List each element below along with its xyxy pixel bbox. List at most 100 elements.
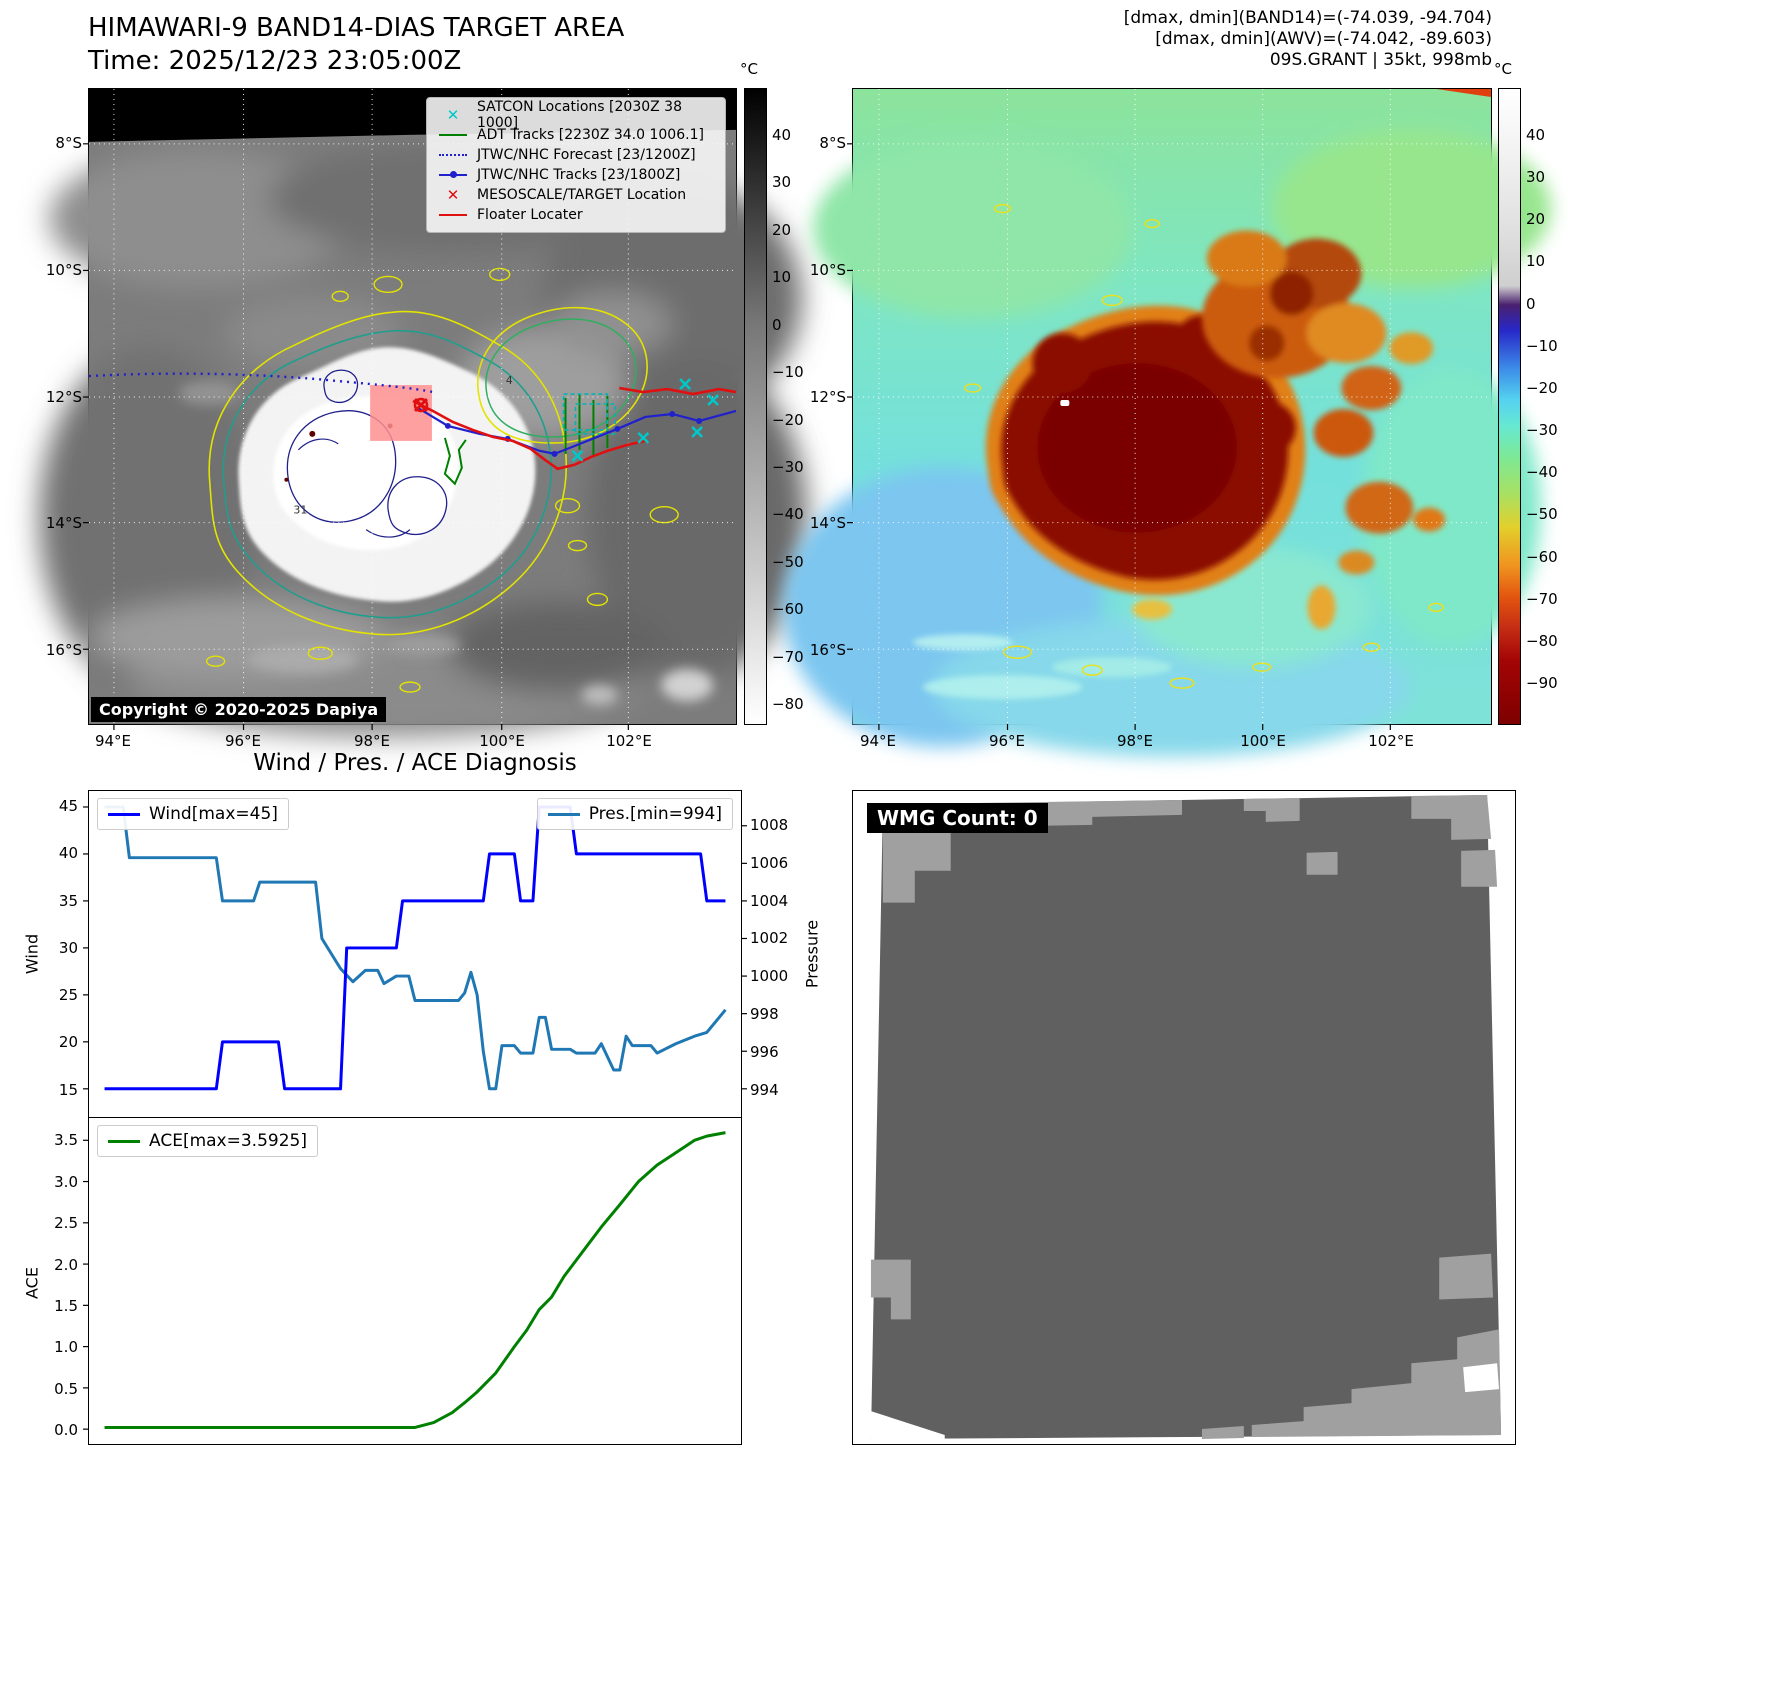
lon-tick-label: 94°E xyxy=(859,732,897,750)
legend-item-label: SATCON Locations [2030Z 38 1000] xyxy=(477,99,682,131)
page-timestamp: Time: 2025/12/23 23:05:00Z xyxy=(88,46,462,76)
lat-tick-label: 12°S xyxy=(809,388,846,406)
forecast-dotted-line-icon xyxy=(439,154,467,156)
pressure-ytick-label: 994 xyxy=(750,1080,779,1099)
ace-ytick-label: 3.5 xyxy=(54,1131,78,1150)
pressure-ytick-label: 1002 xyxy=(750,929,789,948)
ace-line-icon xyxy=(108,1139,140,1143)
pressure-legend-label: Pres.[min=994] xyxy=(588,804,722,824)
colorbar-tick-label: −80 xyxy=(772,695,804,714)
colorbar-tick-label: −70 xyxy=(1526,589,1558,608)
band14-title-block: HIMAWARI-9 BAND14-DIAS TARGET AREA Time:… xyxy=(88,12,624,78)
colorbar-tick-label: 40 xyxy=(772,126,792,144)
legend-item-forecast: JTWC/NHC Forecast [23/1200Z] xyxy=(437,145,715,165)
colorbar-tick-label: −10 xyxy=(772,363,804,382)
page-title: HIMAWARI-9 BAND14-DIAS TARGET AREA xyxy=(88,13,625,43)
legend-item-target: ✕ MESOSCALE/TARGET Location xyxy=(437,185,715,205)
awv-colorbar-unit: °C xyxy=(1494,60,1512,78)
axis-tick-marks xyxy=(83,143,629,730)
colorbar-tick-label: 30 xyxy=(772,173,792,192)
colorbar-tick-label: −30 xyxy=(772,457,804,476)
gridlines xyxy=(853,89,1491,724)
ace-ytick-label: 1.0 xyxy=(54,1338,78,1357)
edge-artifact xyxy=(1436,89,1491,97)
colorbar-tick-label: 40 xyxy=(1526,126,1546,144)
wind-legend: Wind[max=45] xyxy=(97,798,289,830)
colorbar-tick-label: 10 xyxy=(1526,252,1546,271)
lat-tick-label: 16°S xyxy=(809,641,846,659)
warmest-pixel-marker xyxy=(1060,400,1070,407)
jtwc-forecast-line xyxy=(88,372,434,394)
ace-series-line xyxy=(104,1131,726,1429)
pressure-legend: Pres.[min=994] xyxy=(536,798,733,830)
adt-track-line-icon xyxy=(439,134,467,136)
diagnosis-title: Wind / Pres. / ACE Diagnosis xyxy=(253,750,577,776)
floater-track xyxy=(412,386,737,471)
wind-pressure-plot-area xyxy=(83,805,747,1091)
wind-ytick-label: 45 xyxy=(58,797,78,816)
colorbar-tick-label: 0 xyxy=(1526,294,1536,313)
outer-convection-blobs xyxy=(1132,408,1446,630)
lon-tick-label: 100°E xyxy=(1240,732,1286,750)
awv-satellite-image xyxy=(783,88,1551,757)
jtwc-track-dot-icon xyxy=(449,171,457,178)
lon-tick-label: 100°E xyxy=(479,732,525,750)
lat-tick-label: 14°S xyxy=(809,514,846,532)
lat-tick-label: 10°S xyxy=(809,261,846,279)
colorbar-tick-label: −50 xyxy=(772,552,804,571)
wind-ytick-label: 25 xyxy=(58,986,78,1005)
pressure-axis-label: Pressure xyxy=(802,919,822,989)
ace-legend: ACE[max=3.5925] xyxy=(97,1125,318,1157)
floater-line-icon xyxy=(439,214,467,216)
band14-colorbar-unit: °C xyxy=(740,60,758,78)
pressure-line-icon xyxy=(547,812,580,816)
cold-cloud-core xyxy=(1001,315,1296,580)
contour-label: 4 xyxy=(506,374,513,387)
lon-tick-label: 102°E xyxy=(1368,732,1414,750)
colorbar-tick-label: −40 xyxy=(1526,463,1558,482)
wind-ytick-label: 15 xyxy=(58,1080,78,1099)
lat-tick-label: 14°S xyxy=(45,514,82,532)
colorbar-tick-label: −30 xyxy=(1526,421,1558,440)
legend-item-label: JTWC/NHC Forecast [23/1200Z] xyxy=(477,147,696,163)
pressure-ytick-label: 996 xyxy=(750,1042,779,1061)
colorbar-tick-label: −60 xyxy=(772,600,804,619)
ace-ytick-label: 0.5 xyxy=(54,1379,78,1398)
axis-tick-marks xyxy=(847,143,1391,730)
colorbar-tick-label: −70 xyxy=(772,647,804,666)
colorbar-tick-label: −20 xyxy=(1526,378,1558,397)
lon-tick-label: 96°E xyxy=(224,732,262,750)
wmg-microwave-panel: WMG Count: 0 xyxy=(852,790,1516,1445)
jtwc-track xyxy=(417,407,737,457)
gridlines xyxy=(89,89,736,724)
wmg-swath xyxy=(870,794,1502,1440)
colorbar-tick-label: −20 xyxy=(772,410,804,429)
ace-plot-area xyxy=(83,1131,726,1430)
lon-tick-label: 98°E xyxy=(353,732,391,750)
lat-tick-label: 12°S xyxy=(45,388,82,406)
ace-ytick-label: 0.0 xyxy=(54,1421,78,1440)
ace-chart: ACE[max=3.5925] xyxy=(83,1118,742,1445)
legend-item-label: MESOSCALE/TARGET Location xyxy=(477,187,687,203)
copyright-badge: Copyright © 2020-2025 Dapiya xyxy=(91,697,387,722)
lon-tick-label: 94°E xyxy=(94,732,132,750)
wind-series-line xyxy=(104,805,726,1091)
colorbar-tick-label: 0 xyxy=(772,315,782,334)
wind-ytick-label: 30 xyxy=(58,938,78,957)
lat-tick-label: 8°S xyxy=(819,134,846,152)
legend-item-label: Floater Locater xyxy=(477,207,583,223)
lon-tick-label: 102°E xyxy=(606,732,652,750)
pressure-ytick-label: 1000 xyxy=(750,967,789,986)
colorbar-tick-label: 20 xyxy=(772,220,792,239)
legend-item-adt: ADT Tracks [2230Z 34.0 1006.1] xyxy=(437,125,715,145)
temperature-contours xyxy=(208,306,648,636)
legend-item-floater: Floater Locater xyxy=(437,205,715,225)
contour-label: 31 xyxy=(293,504,307,517)
colorbar-tick-label: −50 xyxy=(1526,505,1558,524)
wmg-panel-art xyxy=(853,791,1515,1444)
ace-ytick-label: 2.0 xyxy=(54,1255,78,1274)
wmg-white-cell xyxy=(1463,1363,1500,1393)
satcon-x-markers xyxy=(571,378,719,462)
lon-tick-label: 96°E xyxy=(988,732,1026,750)
